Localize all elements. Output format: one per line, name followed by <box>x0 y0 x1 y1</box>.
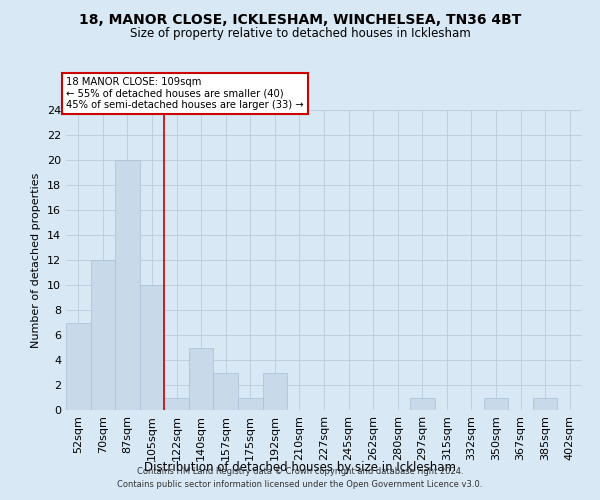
Text: 18, MANOR CLOSE, ICKLESHAM, WINCHELSEA, TN36 4BT: 18, MANOR CLOSE, ICKLESHAM, WINCHELSEA, … <box>79 12 521 26</box>
Bar <box>214 372 238 410</box>
Bar <box>66 322 91 410</box>
Text: Size of property relative to detached houses in Icklesham: Size of property relative to detached ho… <box>130 28 470 40</box>
Bar <box>533 398 557 410</box>
Bar <box>91 260 115 410</box>
Bar <box>410 398 434 410</box>
Bar <box>115 160 140 410</box>
Bar <box>263 372 287 410</box>
Text: 18 MANOR CLOSE: 109sqm
← 55% of detached houses are smaller (40)
45% of semi-det: 18 MANOR CLOSE: 109sqm ← 55% of detached… <box>66 77 304 110</box>
Text: Distribution of detached houses by size in Icklesham: Distribution of detached houses by size … <box>144 461 456 474</box>
Y-axis label: Number of detached properties: Number of detached properties <box>31 172 41 348</box>
Bar <box>484 398 508 410</box>
Bar <box>140 285 164 410</box>
Bar <box>189 348 214 410</box>
Bar <box>238 398 263 410</box>
Bar <box>164 398 189 410</box>
Text: Contains HM Land Registry data © Crown copyright and database right 2024.
Contai: Contains HM Land Registry data © Crown c… <box>118 468 482 489</box>
